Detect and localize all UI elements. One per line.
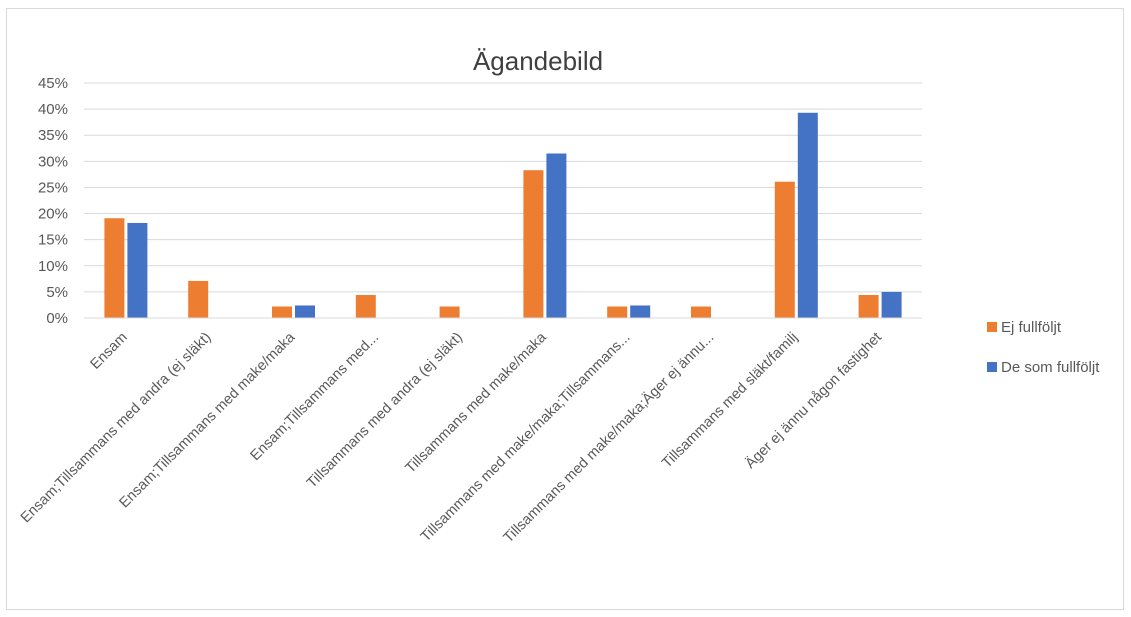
y-tick-label: 40% xyxy=(38,101,68,118)
x-category-label: Tillsammans med andra (ej släkt) xyxy=(304,330,466,492)
y-axis-tick-labels: 0% 5% 10% 15% 20% 25% 30% 35% 40% 45% xyxy=(38,75,68,327)
legend: Ej fullföljt De som fullföljt xyxy=(987,319,1100,376)
bar-ej-fullfoljt xyxy=(691,306,711,318)
y-tick-label: 30% xyxy=(38,153,68,170)
bar-ej-fullfoljt xyxy=(104,218,125,318)
x-category-label: Tillsammans med släkt/familj xyxy=(659,330,801,472)
bar-de-som-fullfoljt xyxy=(797,112,818,319)
bar-de-som-fullfoljt xyxy=(881,291,902,318)
bar-ej-fullfoljt xyxy=(188,280,209,318)
x-category-label: Äger ej ännu någon fastighet xyxy=(742,329,885,472)
x-category-label: Ensam;Tillsammans med andra (ej släkt) xyxy=(18,330,215,527)
bar-de-som-fullfoljt xyxy=(127,222,148,318)
y-tick-label: 0% xyxy=(46,310,68,327)
y-tick-label: 15% xyxy=(38,232,68,249)
x-category-label: Ensam xyxy=(87,330,130,373)
bar-ej-fullfoljt xyxy=(858,295,879,318)
bar-de-som-fullfoljt xyxy=(295,305,315,318)
bars xyxy=(104,112,902,319)
y-tick-label: 45% xyxy=(38,75,68,92)
y-tick-label: 35% xyxy=(38,127,68,144)
x-category-label: Ensam;Tillsammans med make/maka xyxy=(116,329,299,512)
bar-ej-fullfoljt xyxy=(272,306,292,318)
bar-ej-fullfoljt xyxy=(355,295,376,318)
bar-de-som-fullfoljt xyxy=(630,305,651,318)
bar-ej-fullfoljt xyxy=(439,306,460,318)
chart-title: Ägandebild xyxy=(473,46,603,76)
y-tick-label: 10% xyxy=(38,258,68,275)
bar-de-som-fullfoljt xyxy=(546,153,567,318)
gridlines xyxy=(84,82,922,293)
y-tick-label: 20% xyxy=(38,206,68,223)
legend-swatch xyxy=(987,322,997,332)
legend-label: Ej fullföljt xyxy=(1001,319,1062,336)
legend-swatch xyxy=(987,362,997,372)
legend-label: De som fullföljt xyxy=(1001,359,1100,376)
y-tick-label: 5% xyxy=(46,284,68,301)
bar-ej-fullfoljt xyxy=(607,306,628,318)
bar-ej-fullfoljt xyxy=(774,181,795,318)
bar-ej-fullfoljt xyxy=(523,170,544,318)
y-tick-label: 25% xyxy=(38,179,68,196)
x-category-label: Tillsammans med make/maka xyxy=(403,329,551,477)
